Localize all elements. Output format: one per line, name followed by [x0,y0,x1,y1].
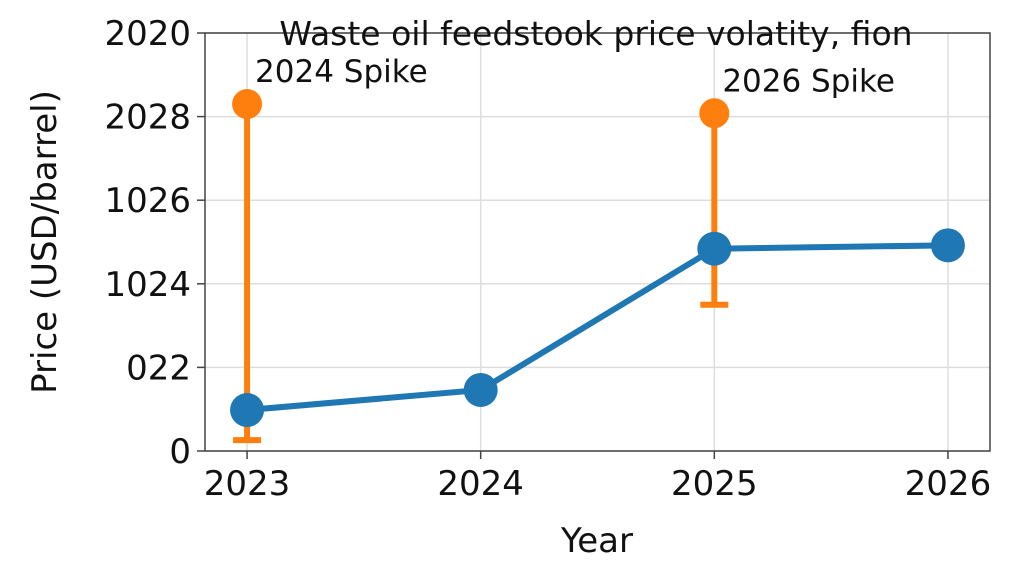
chart-title: Waste oil feedstook price volatity, fion [279,14,912,53]
y-tick-label: 1026 [104,181,191,221]
data-point [230,393,265,428]
spike-point [699,98,730,129]
data-point [463,372,498,407]
data-point [930,228,965,263]
y-tick-label: 2020 [104,14,191,54]
spike-label: 2024 Spike [255,54,428,90]
x-axis-label: Year [560,521,633,561]
ticks: 2023 2024 2025 2026 0 022 1024 1026 2028 2020 [104,14,991,504]
plot-frame [204,32,991,452]
y-tick-label: 1024 [104,265,191,305]
x-tick-label: 2023 [204,464,291,504]
y-tick-label: 2028 [104,98,191,138]
y-axis-label: Price (USD/barrel) [25,90,65,394]
x-tick-label: 2024 [437,464,524,504]
x-tick-label: 2026 [905,464,992,504]
y-tick-label: 022 [126,348,191,388]
marks: 2024 Spike 2026 Spike [230,54,965,444]
series-line [246,242,948,414]
spike-point [232,89,263,120]
y-tick-label: 0 [169,432,191,472]
spike-label: 2026 Spike [722,63,895,99]
data-point [697,231,732,266]
x-tick-label: 2025 [671,464,758,504]
